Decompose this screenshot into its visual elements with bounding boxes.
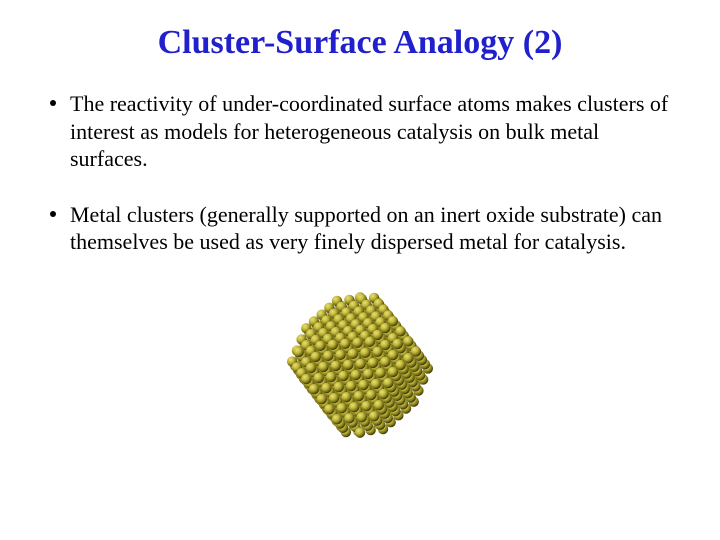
cluster-figure xyxy=(0,280,720,450)
page-title: Cluster-Surface Analogy (2) xyxy=(0,0,720,62)
bullet-text: The reactivity of under-coordinated surf… xyxy=(70,90,670,173)
bullet-dot-icon xyxy=(50,211,56,217)
bullet-text: Metal clusters (generally supported on a… xyxy=(70,201,670,256)
list-item: Metal clusters (generally supported on a… xyxy=(50,201,670,256)
cluster-icon xyxy=(275,280,445,450)
bullet-dot-icon xyxy=(50,100,56,106)
list-item: The reactivity of under-coordinated surf… xyxy=(50,90,670,173)
bullet-list: The reactivity of under-coordinated surf… xyxy=(0,62,720,256)
